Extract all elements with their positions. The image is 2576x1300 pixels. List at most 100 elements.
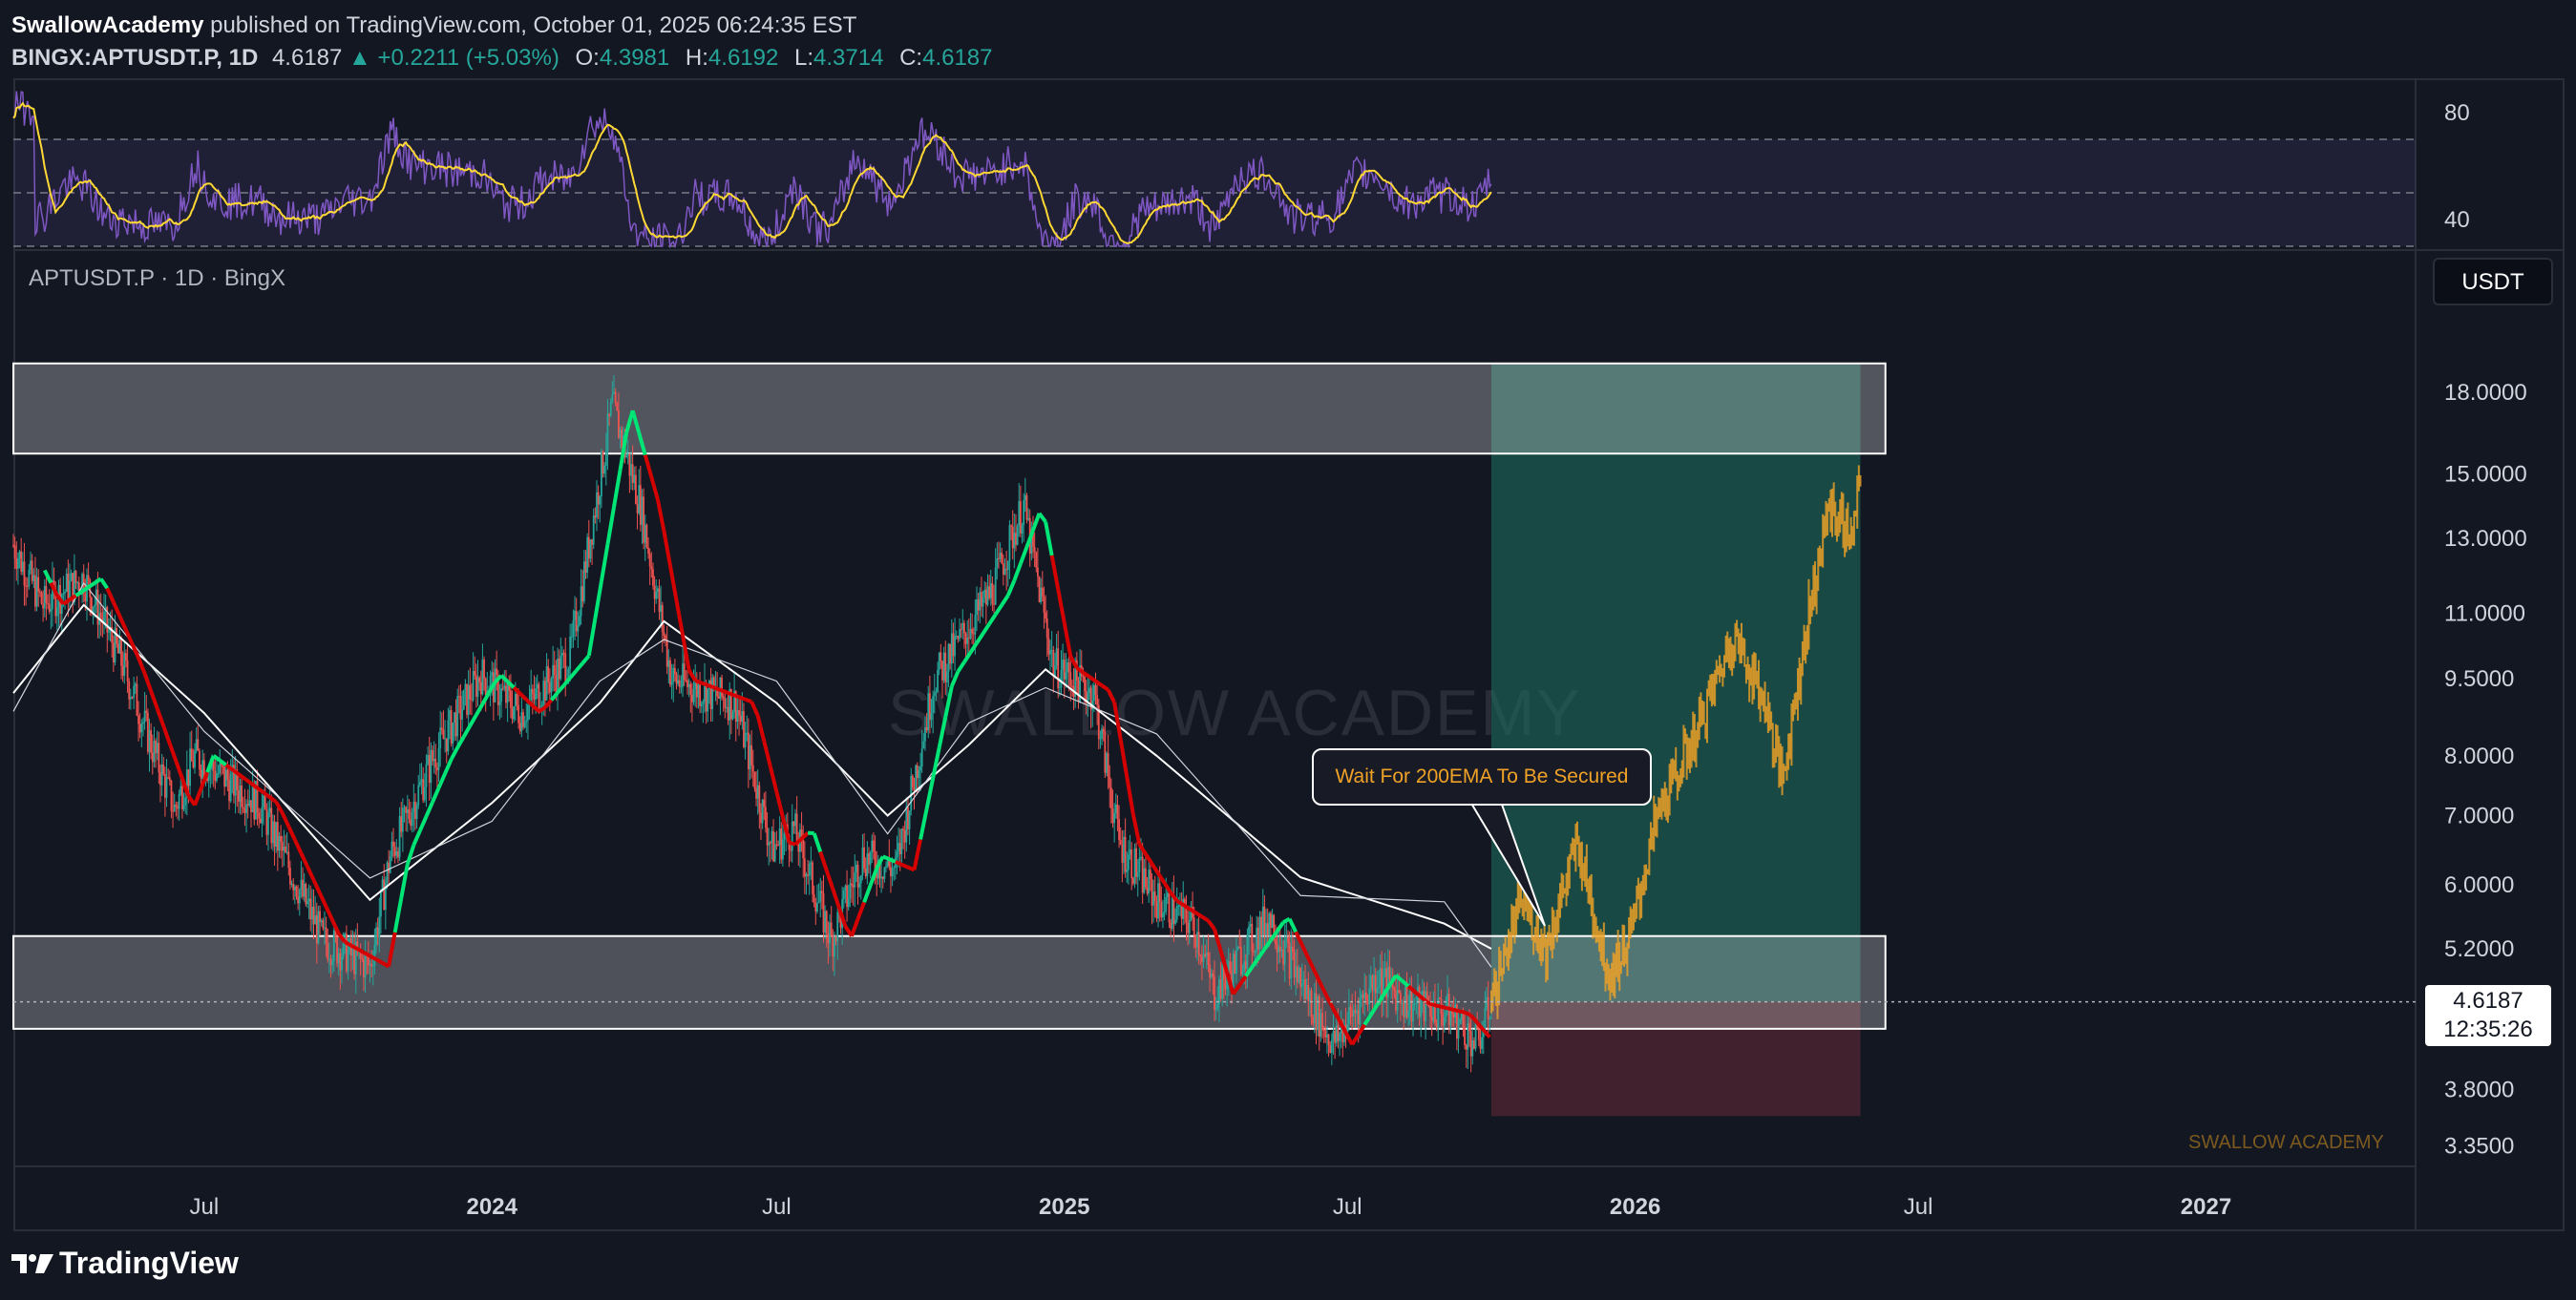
candle-body xyxy=(550,678,553,693)
candle-body xyxy=(281,841,284,851)
candle-body xyxy=(1207,952,1210,965)
ema-fast-segment xyxy=(556,683,566,695)
candle-body xyxy=(236,769,239,791)
candle-body xyxy=(1398,990,1401,994)
candle-body xyxy=(466,683,468,715)
ema-fast-segment xyxy=(1232,983,1241,996)
ema-fast-segment xyxy=(518,692,528,702)
candle-body xyxy=(1082,676,1085,678)
candle-body xyxy=(856,864,859,888)
ema-fast-segment xyxy=(762,740,772,767)
ema-fast-segment xyxy=(793,837,803,847)
candle-body xyxy=(1378,986,1380,988)
ema-fast-segment xyxy=(124,629,135,645)
candle-body xyxy=(1121,844,1124,863)
candle-body xyxy=(1141,856,1144,893)
candle-body xyxy=(376,927,379,937)
candle-body xyxy=(224,769,227,786)
candle-body xyxy=(547,666,550,683)
ema-fast-segment xyxy=(1225,972,1235,996)
candle-body xyxy=(1025,494,1028,520)
time-tick-label: 2026 xyxy=(1610,1194,1660,1220)
candle-body xyxy=(1352,1010,1355,1017)
candle-body xyxy=(1002,563,1004,575)
candle-body xyxy=(1460,1013,1463,1019)
tradingview-logo[interactable]: TradingView xyxy=(11,1246,239,1281)
candle-body xyxy=(1138,857,1141,872)
candle-body xyxy=(173,805,176,811)
symbol-label[interactable]: BINGX:APTUSDT.P, 1D xyxy=(11,45,259,71)
candle-body xyxy=(1413,1003,1416,1005)
candle-body xyxy=(1152,891,1155,906)
ema-fast-segment xyxy=(1406,984,1416,994)
candle-body xyxy=(1420,996,1423,1017)
ema-fast-segment xyxy=(1237,975,1248,987)
candle-body xyxy=(1010,525,1012,527)
ema-fast-segment xyxy=(324,906,334,921)
candle-body xyxy=(62,593,65,596)
candle-body xyxy=(967,638,970,640)
candle-body xyxy=(915,765,918,790)
candle-body xyxy=(278,835,281,851)
ema-fast-segment xyxy=(1299,944,1311,959)
candle-body xyxy=(893,868,896,870)
candle-body xyxy=(450,710,453,744)
candle-body xyxy=(1300,983,1303,988)
candle-body xyxy=(1145,868,1147,888)
candle-body xyxy=(935,691,938,693)
candle-body xyxy=(1429,1005,1431,1017)
candle-body xyxy=(712,677,715,689)
candle-body xyxy=(639,485,642,525)
candle-body xyxy=(1099,738,1102,740)
ema-100-line xyxy=(12,581,1492,968)
candle-body xyxy=(1193,917,1195,935)
candle-body xyxy=(31,560,33,581)
candle-body xyxy=(1018,501,1021,527)
ema-fast-segment xyxy=(87,581,96,589)
candle-body xyxy=(531,688,534,695)
currency-button[interactable]: USDT xyxy=(2433,258,2553,305)
candle-body xyxy=(1363,992,1366,999)
candle-body xyxy=(140,723,143,733)
candle-body xyxy=(596,492,598,518)
candle-body xyxy=(383,879,386,911)
ema-fast-segment xyxy=(575,661,584,672)
candle-body xyxy=(949,643,952,664)
candle-body xyxy=(475,675,477,697)
candle-body xyxy=(1313,993,1316,1024)
candle-body xyxy=(464,683,467,691)
candle-body xyxy=(1346,1023,1349,1038)
candle-body xyxy=(602,451,604,474)
candle-body xyxy=(1332,1031,1335,1040)
candle-body xyxy=(705,682,707,712)
candle-body xyxy=(251,784,254,812)
candle-body xyxy=(381,879,384,891)
candle-body xyxy=(518,723,521,732)
candle-body xyxy=(1296,966,1299,983)
candle-body xyxy=(660,605,663,612)
publisher-name[interactable]: SwallowAcademy xyxy=(11,12,204,38)
candle-body xyxy=(1340,1025,1342,1034)
ema-fast-segment xyxy=(900,862,909,870)
candle-body xyxy=(73,571,75,603)
candle-body xyxy=(1043,597,1045,613)
candle-body xyxy=(280,835,283,842)
ema-fast-segment xyxy=(399,864,410,899)
ema-200-line xyxy=(12,603,1492,950)
candle-body xyxy=(996,557,999,568)
candle-body xyxy=(170,780,173,811)
candle-body xyxy=(23,561,26,586)
low-label: L: xyxy=(794,45,814,71)
candle-body xyxy=(1027,517,1029,520)
annotation-callout[interactable]: Wait For 200EMA To Be Secured xyxy=(1312,748,1652,806)
price-tick-label: 18.0000 xyxy=(2444,380,2527,406)
candle-body xyxy=(1038,576,1041,602)
candle-body xyxy=(1047,638,1050,655)
ema-fast-segment xyxy=(369,954,377,961)
candle-body xyxy=(812,862,813,894)
ema-fast-segment xyxy=(286,825,297,841)
candle-body xyxy=(1241,971,1244,975)
candle-body xyxy=(1162,912,1164,918)
candle-body xyxy=(1435,1022,1438,1028)
